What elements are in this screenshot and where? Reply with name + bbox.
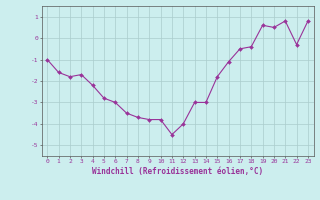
X-axis label: Windchill (Refroidissement éolien,°C): Windchill (Refroidissement éolien,°C) <box>92 167 263 176</box>
